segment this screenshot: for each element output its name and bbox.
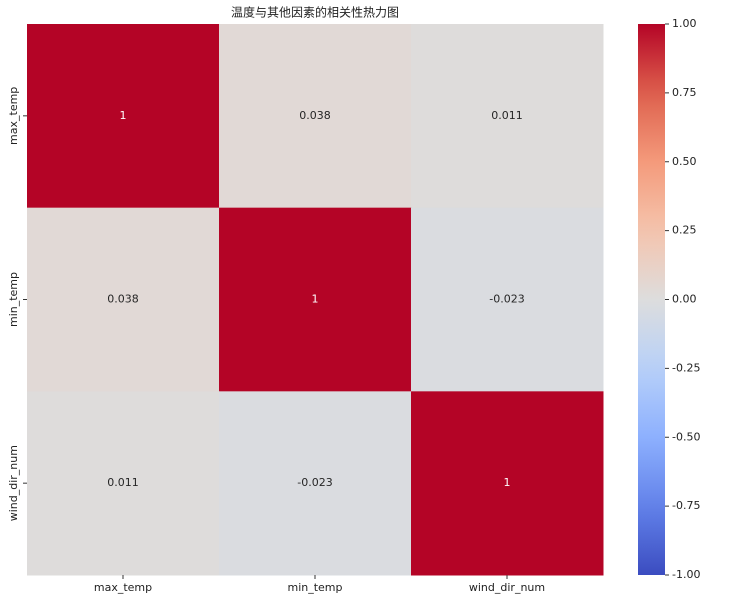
y-tick-label: max_temp <box>7 87 20 145</box>
colorbar-tick-label: -0.50 <box>672 430 700 443</box>
heatmap-cell <box>27 207 220 392</box>
heatmap-cell <box>27 24 220 209</box>
colorbar-tick-label: 0.75 <box>672 86 697 99</box>
heatmap-cell <box>411 207 604 392</box>
y-tick-label: wind_dir_num <box>7 445 20 521</box>
cell-label: 0.011 <box>107 476 139 489</box>
cell-label: 1 <box>504 476 511 489</box>
colorbar-tick-label: -0.75 <box>672 499 700 512</box>
x-tick-label: min_temp <box>287 581 342 594</box>
cell-label: 0.011 <box>491 109 523 122</box>
x-tick-label: max_temp <box>94 581 152 594</box>
heatmap-cell <box>219 24 412 209</box>
colorbar-tick-label: -1.00 <box>672 568 700 581</box>
chart-title: 温度与其他因素的相关性热力图 <box>231 5 399 20</box>
colorbar-tick-label: 0.00 <box>672 293 697 306</box>
colorbar <box>638 24 665 575</box>
colorbar-tick-label: 0.25 <box>672 224 697 237</box>
heatmap-cell <box>219 391 412 576</box>
colorbar-tick-label: -0.25 <box>672 361 700 374</box>
heatmap-cell <box>411 24 604 209</box>
cell-label: 1 <box>312 293 319 306</box>
colorbar-tick-label: 1.00 <box>672 17 697 30</box>
heatmap-cell <box>411 391 604 576</box>
cell-label: 0.038 <box>107 293 139 306</box>
cell-label: -0.023 <box>489 293 524 306</box>
colorbar-tick-label: 0.50 <box>672 155 697 168</box>
y-tick-label: min_temp <box>7 272 20 327</box>
cell-label: -0.023 <box>297 476 332 489</box>
heatmap-cell <box>219 207 412 392</box>
x-tick-label: wind_dir_num <box>469 581 545 594</box>
cell-label: 0.038 <box>299 109 331 122</box>
heatmap-cell <box>27 391 220 576</box>
cell-label: 1 <box>120 109 127 122</box>
